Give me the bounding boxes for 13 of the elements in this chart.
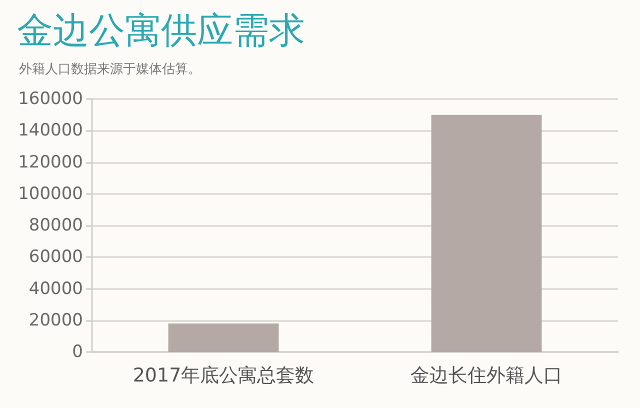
- y-tick-label: 60000: [28, 247, 83, 268]
- y-tick-label: 0: [72, 342, 83, 362]
- x-tick-label: 金边长住外籍人口: [410, 364, 562, 386]
- y-tick-label: 160000: [18, 89, 83, 109]
- x-tick-label: 2017年底公寓总套数: [132, 364, 314, 386]
- y-tick-label: 20000: [28, 310, 83, 330]
- y-tick-label: 140000: [18, 120, 83, 141]
- chart-title: 金边公寓供应需求: [17, 10, 305, 52]
- y-tick-label: 100000: [18, 184, 83, 204]
- y-tick-label: 120000: [18, 152, 83, 172]
- chart-subtitle: 外籍人口数据来源于媒体估算。: [19, 62, 201, 77]
- y-tick-label: 80000: [28, 216, 83, 236]
- y-tick-label: 40000: [28, 278, 83, 299]
